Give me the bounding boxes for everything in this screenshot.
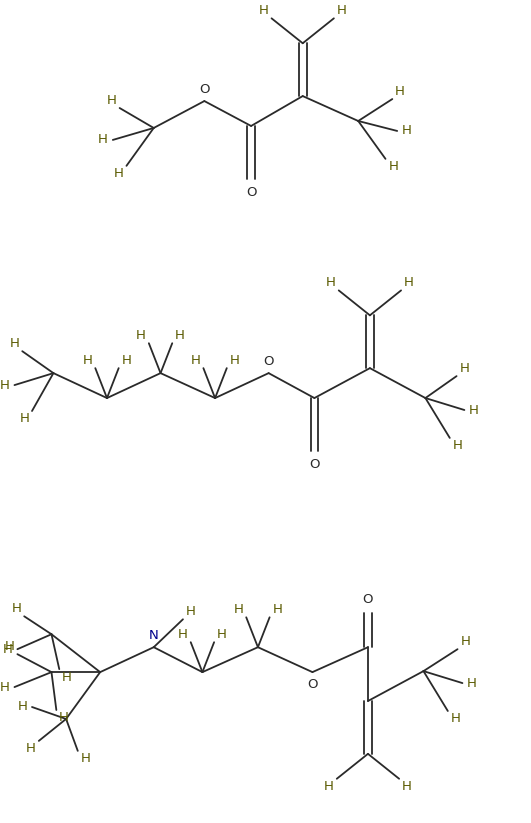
Text: H: H [59,711,69,724]
Text: N: N [149,629,159,642]
Text: O: O [199,82,210,95]
Text: H: H [460,635,470,648]
Text: H: H [467,677,477,690]
Text: H: H [459,361,469,374]
Text: H: H [404,276,414,289]
Text: H: H [18,700,27,714]
Text: H: H [136,328,146,342]
Text: O: O [263,355,274,368]
Text: H: H [259,4,269,16]
Text: H: H [191,354,201,367]
Text: H: H [122,354,131,367]
Text: H: H [272,602,282,616]
Text: H: H [114,167,124,180]
Text: H: H [337,4,347,16]
Text: H: H [388,160,398,174]
Text: H: H [5,639,14,653]
Text: H: H [10,337,20,350]
Text: H: H [81,752,90,765]
Text: H: H [186,605,195,618]
Text: H: H [26,742,36,756]
Text: H: H [324,780,334,793]
Text: H: H [451,713,460,725]
Text: O: O [363,593,373,606]
Text: H: H [326,276,336,289]
Text: H: H [229,354,239,367]
Text: H: H [12,602,21,615]
Text: H: H [234,602,243,616]
Text: H: H [19,412,29,425]
Text: H: H [175,328,185,342]
Text: H: H [83,354,92,367]
Text: H: H [0,681,10,694]
Text: H: H [3,643,13,656]
Text: H: H [98,133,108,146]
Text: O: O [309,458,320,472]
Text: H: H [107,94,117,106]
Text: H: H [217,628,227,641]
Text: H: H [402,124,412,137]
Text: O: O [307,677,318,690]
Text: H: H [395,85,405,98]
Text: H: H [0,379,10,392]
Text: H: H [178,628,188,641]
Text: H: H [469,403,479,416]
Text: H: H [62,671,72,684]
Text: H: H [452,439,463,453]
Text: H: H [402,780,412,793]
Text: O: O [246,186,256,199]
